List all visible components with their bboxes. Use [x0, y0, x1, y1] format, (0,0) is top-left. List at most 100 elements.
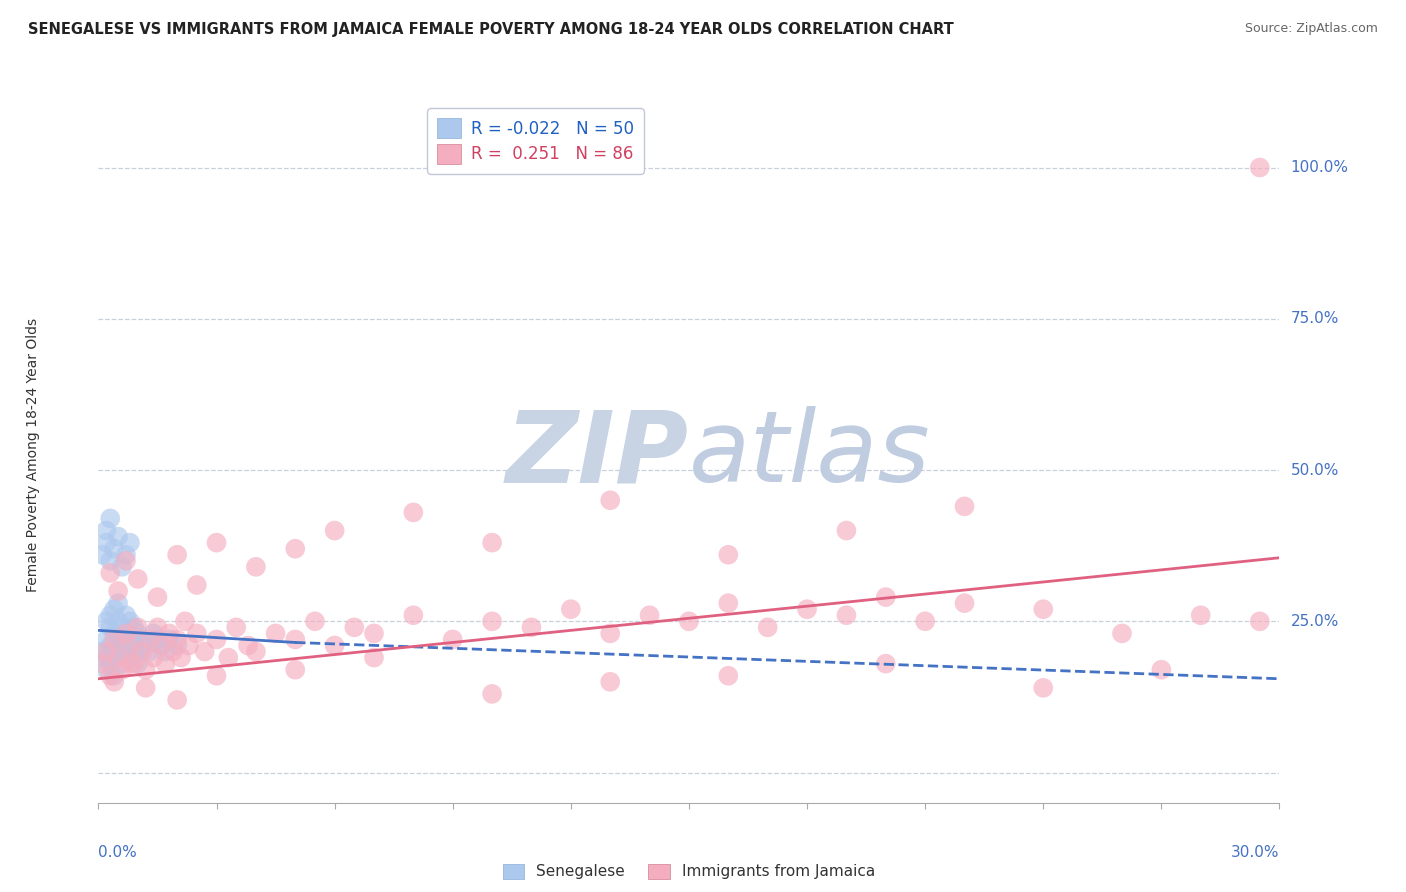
Point	[441, 632, 464, 647]
Point	[157, 632, 180, 647]
Point	[127, 620, 149, 634]
Point	[98, 566, 121, 580]
Point	[875, 590, 897, 604]
Text: ZIP: ZIP	[506, 407, 689, 503]
Point	[835, 524, 858, 538]
Point	[103, 632, 125, 647]
Point	[1249, 615, 1271, 629]
Point	[177, 639, 200, 653]
Point	[166, 639, 188, 653]
Point	[186, 578, 208, 592]
Point	[111, 657, 134, 671]
Text: atlas: atlas	[689, 407, 931, 503]
Point	[560, 602, 582, 616]
Point	[170, 650, 193, 665]
Point	[98, 608, 121, 623]
Point	[217, 650, 239, 665]
Point	[131, 644, 153, 658]
Point	[717, 596, 740, 610]
Point	[245, 644, 267, 658]
Point	[115, 626, 138, 640]
Point	[304, 615, 326, 629]
Point	[875, 657, 897, 671]
Point	[103, 626, 125, 640]
Point	[118, 657, 141, 671]
Point	[481, 615, 503, 629]
Point	[111, 620, 134, 634]
Text: 0.0%: 0.0%	[98, 845, 138, 860]
Point	[107, 632, 129, 647]
Point	[142, 626, 165, 640]
Point	[245, 559, 267, 574]
Point	[1150, 663, 1173, 677]
Point	[111, 639, 134, 653]
Point	[138, 644, 160, 658]
Point	[914, 615, 936, 629]
Point	[205, 535, 228, 549]
Point	[166, 632, 188, 647]
Point	[103, 602, 125, 616]
Point	[127, 644, 149, 658]
Point	[115, 626, 138, 640]
Point	[103, 674, 125, 689]
Point	[127, 572, 149, 586]
Point	[157, 626, 180, 640]
Point	[284, 541, 307, 556]
Point	[225, 620, 247, 634]
Point	[96, 650, 118, 665]
Point	[111, 559, 134, 574]
Point	[118, 650, 141, 665]
Point	[835, 608, 858, 623]
Text: Source: ZipAtlas.com: Source: ZipAtlas.com	[1244, 22, 1378, 36]
Legend: Senegalese, Immigrants from Jamaica: Senegalese, Immigrants from Jamaica	[496, 857, 882, 886]
Point	[107, 530, 129, 544]
Point	[205, 632, 228, 647]
Point	[135, 663, 157, 677]
Point	[115, 548, 138, 562]
Point	[363, 650, 385, 665]
Point	[150, 639, 173, 653]
Point	[146, 620, 169, 634]
Point	[323, 639, 346, 653]
Point	[599, 626, 621, 640]
Point	[1032, 602, 1054, 616]
Point	[118, 632, 141, 647]
Point	[205, 669, 228, 683]
Point	[103, 669, 125, 683]
Point	[402, 505, 425, 519]
Point	[96, 615, 118, 629]
Point	[107, 650, 129, 665]
Point	[343, 620, 366, 634]
Point	[122, 639, 145, 653]
Point	[103, 541, 125, 556]
Point	[402, 608, 425, 623]
Text: SENEGALESE VS IMMIGRANTS FROM JAMAICA FEMALE POVERTY AMONG 18-24 YEAR OLDS CORRE: SENEGALESE VS IMMIGRANTS FROM JAMAICA FE…	[28, 22, 953, 37]
Point	[98, 620, 121, 634]
Point	[118, 615, 141, 629]
Point	[717, 669, 740, 683]
Text: 75.0%: 75.0%	[1291, 311, 1339, 326]
Point	[1189, 608, 1212, 623]
Point	[1249, 161, 1271, 175]
Point	[142, 650, 165, 665]
Point	[236, 639, 259, 653]
Point	[166, 693, 188, 707]
Point	[107, 650, 129, 665]
Point	[953, 596, 976, 610]
Point	[186, 626, 208, 640]
Point	[127, 626, 149, 640]
Point	[96, 663, 118, 677]
Point	[1032, 681, 1054, 695]
Point	[98, 669, 121, 683]
Text: 30.0%: 30.0%	[1232, 845, 1279, 860]
Point	[96, 535, 118, 549]
Point	[96, 644, 118, 658]
Point	[131, 632, 153, 647]
Point	[115, 608, 138, 623]
Point	[323, 524, 346, 538]
Point	[363, 626, 385, 640]
Point	[118, 535, 141, 549]
Point	[98, 657, 121, 671]
Point	[162, 644, 184, 658]
Point	[155, 657, 177, 671]
